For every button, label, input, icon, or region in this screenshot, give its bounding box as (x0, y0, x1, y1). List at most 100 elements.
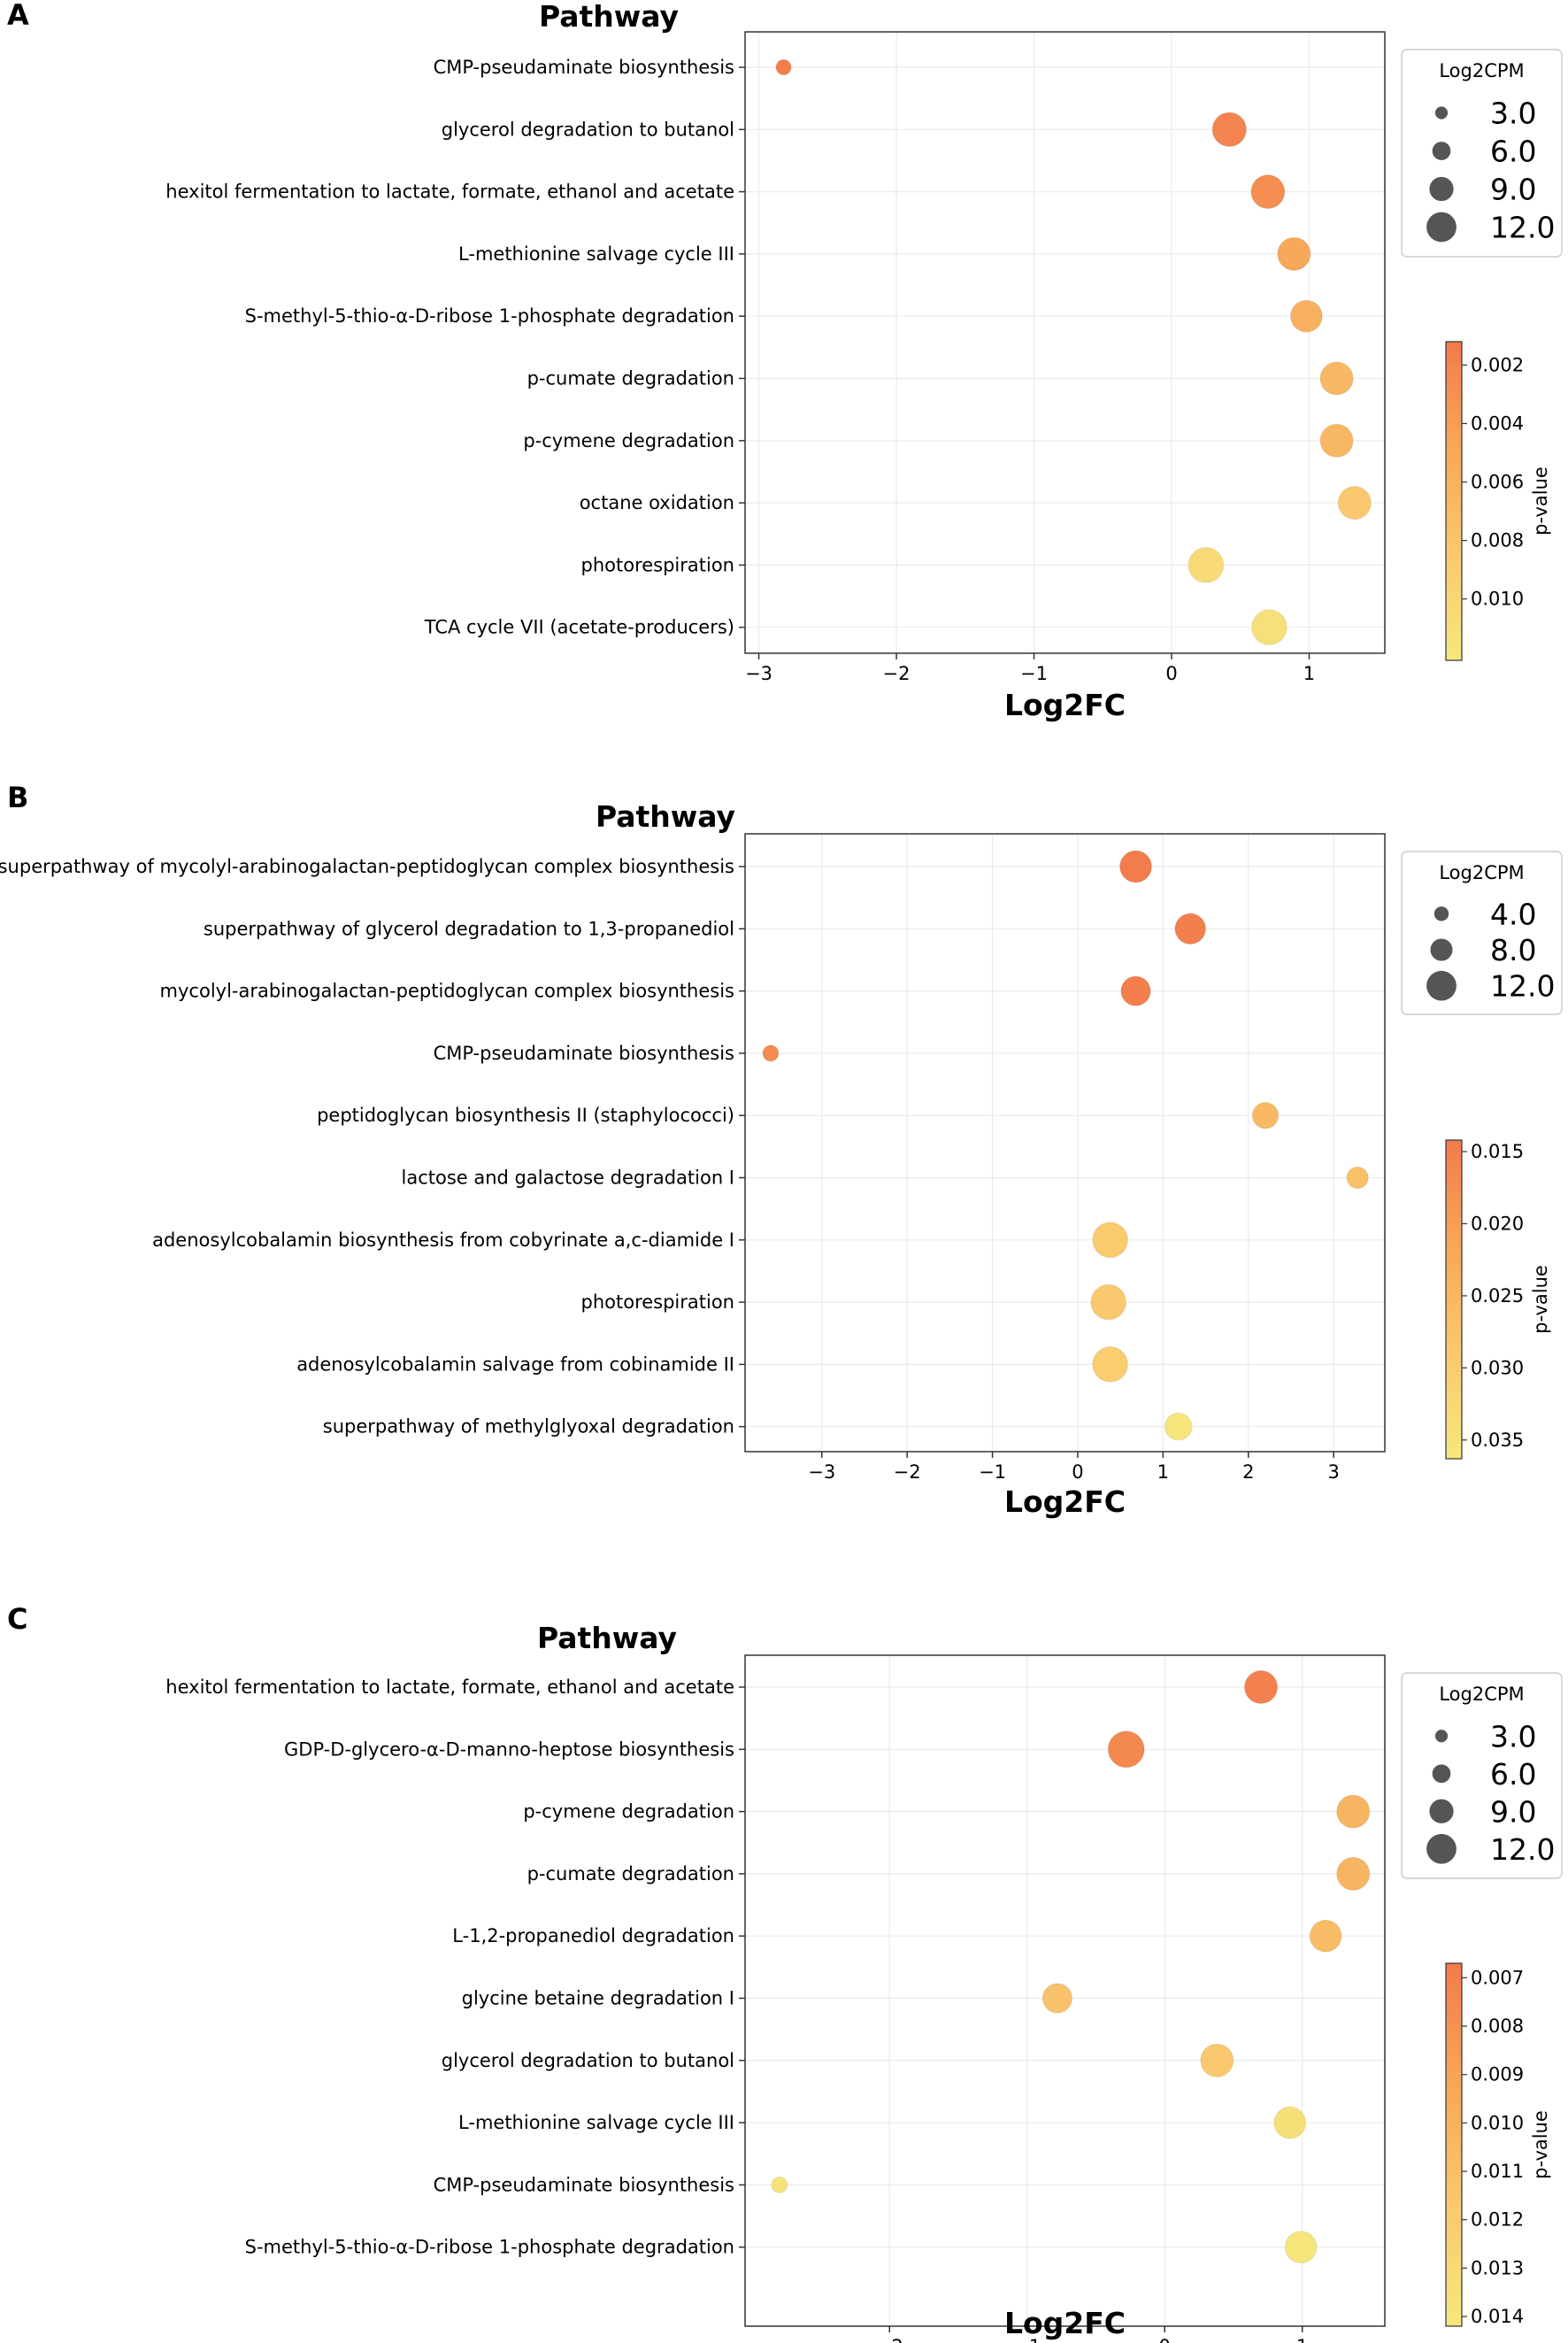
data-point (1251, 609, 1287, 646)
colorbar-label: p-value (1530, 466, 1551, 536)
x-tick-label: 0 (1165, 663, 1177, 684)
y-tick-label: superpathway of methylglyoxal degradatio… (323, 1416, 734, 1437)
data-point (771, 2176, 788, 2193)
y-tick-label: glycerol degradation to butanol (442, 2050, 734, 2071)
y-tick-label: hexitol fermentation to lactate, formate… (165, 181, 734, 203)
colorbar-tick-label: 0.030 (1471, 1357, 1524, 1378)
data-point (1200, 2043, 1234, 2077)
chart-title: Pathway (539, 0, 679, 34)
size-legend-label: 12.0 (1490, 1832, 1555, 1867)
y-tick-label: p-cymene degradation (523, 430, 734, 451)
colorbar-tick-label: 0.007 (1471, 1967, 1524, 1988)
data-point (1174, 913, 1207, 945)
x-tick-label: 3 (1327, 1461, 1339, 1483)
data-point (1346, 1166, 1369, 1190)
y-tick-label: p-cumate degradation (527, 1863, 734, 1884)
colorbar-tick-label: 0.010 (1471, 589, 1524, 610)
colorbar (1445, 1962, 1463, 2327)
chart-title: Pathway (537, 1621, 677, 1655)
panel-letter: A (7, 0, 29, 32)
colorbar-tick-label: 0.011 (1471, 2161, 1524, 2182)
size-legend-marker (1434, 1730, 1449, 1743)
size-legend-box (1401, 1672, 1563, 1879)
x-tick-label: 1 (1296, 2336, 1308, 2343)
data-point (1289, 299, 1323, 333)
colorbar-tick-label: 0.025 (1471, 1285, 1524, 1306)
data-point (1092, 1346, 1128, 1383)
y-tick-label: S-methyl-5-thio-α-D-ribose 1-phosphate d… (245, 305, 734, 327)
y-tick-label: peptidoglycan biosynthesis II (staphyloc… (317, 1105, 734, 1126)
colorbar-tick-label: 0.010 (1471, 2112, 1524, 2133)
panel-letter: C (7, 1602, 27, 1636)
panel-letter: B (7, 781, 28, 814)
y-tick-label: superpathway of glycerol degradation to … (204, 918, 734, 939)
x-tick-label: −1 (1013, 2336, 1041, 2343)
data-point (775, 58, 792, 76)
size-legend-label: 8.0 (1490, 933, 1536, 967)
size-legend-box (1401, 49, 1563, 258)
colorbar-label: p-value (1530, 1265, 1551, 1334)
x-axis-label: Log2FC (1004, 2306, 1126, 2340)
panel-a: A Pathway −3 −2 −1 0 1 Log2FC CMP-pseudaminate b… (7, 0, 1563, 722)
size-legend-label: 3.0 (1490, 96, 1536, 131)
y-tick-label: lactose and galactose degradation I (402, 1168, 735, 1189)
x-tick-label: −2 (883, 663, 911, 684)
data-point (1337, 486, 1372, 520)
plot-frame (744, 833, 1386, 1453)
plot-frame (744, 31, 1386, 654)
x-axis-label: Log2FC (1004, 688, 1126, 722)
panel-c: C Pathway −2 −1 0 1 Log2FC hexitol fermentation… (7, 1602, 1563, 2343)
y-tick-label: TCA cycle VII (acetate-producers) (424, 617, 734, 638)
colorbar (1445, 1139, 1463, 1460)
panel-b: B Pathway −3 −2 −1 0 1 2 3 Log2FC superpathway of … (0, 781, 1563, 1519)
colorbar-tick-label: 0.020 (1471, 1213, 1524, 1234)
y-tick-label: glycerol degradation to butanol (442, 119, 734, 140)
size-legend-title: Log2CPM (1439, 1684, 1524, 1705)
x-tick-label: 0 (1159, 2336, 1171, 2343)
size-legend-label: 9.0 (1490, 173, 1536, 207)
y-tick-label: adenosylcobalamin salvage from cobinamid… (296, 1353, 734, 1375)
size-legend-marker (1433, 906, 1449, 921)
y-tick-label: photorespiration (581, 1291, 735, 1313)
size-legend-label: 3.0 (1490, 1719, 1536, 1753)
colorbar-tick-label: 0.035 (1471, 1430, 1524, 1451)
data-point (1273, 2106, 1307, 2139)
x-tick-label: −1 (979, 1461, 1006, 1483)
colorbar-tick-label: 0.015 (1471, 1141, 1524, 1162)
colorbar-tick-label: 0.008 (1471, 530, 1524, 551)
size-legend-marker (1429, 176, 1454, 202)
data-point (1107, 1730, 1145, 1769)
data-point (1090, 1283, 1127, 1321)
size-legend-marker (1430, 938, 1453, 961)
y-tick-label: CMP-pseudaminate biosynthesis (434, 57, 734, 78)
data-point (762, 1044, 780, 1062)
data-point (1119, 850, 1152, 883)
y-tick-label: p-cymene degradation (523, 1801, 734, 1823)
colorbar-tick-label: 0.009 (1471, 2064, 1524, 2085)
size-legend-label: 4.0 (1490, 897, 1536, 931)
x-axis-label: Log2FC (1004, 1484, 1126, 1519)
y-tick-label: S-methyl-5-thio-α-D-ribose 1-phosphate d… (245, 2237, 734, 2258)
colorbar-label: p-value (1530, 2110, 1551, 2179)
size-legend-marker (1432, 1764, 1451, 1784)
colorbar-tick-label: 0.006 (1471, 472, 1524, 493)
data-point (1120, 975, 1151, 1006)
data-point (1251, 1101, 1280, 1129)
y-tick-label: L-methionine salvage cycle III (458, 243, 734, 265)
x-tick-label: 1 (1157, 1461, 1169, 1483)
y-tick-label: p-cumate degradation (527, 368, 734, 389)
colorbar-tick-label: 0.008 (1471, 2015, 1524, 2037)
data-point (1164, 1412, 1193, 1441)
y-tick-label: CMP-pseudaminate biosynthesis (434, 2174, 734, 2195)
colorbar-tick-label: 0.012 (1471, 2209, 1524, 2231)
x-tick-label: 1 (1303, 663, 1315, 684)
data-point (1211, 112, 1248, 148)
x-tick-label: 0 (1072, 1461, 1083, 1483)
size-legend-marker (1426, 970, 1457, 1001)
size-legend-marker (1432, 142, 1451, 160)
colorbar-tick-label: 0.014 (1471, 2306, 1524, 2327)
colorbar (1445, 341, 1463, 661)
size-legend-label: 9.0 (1490, 1794, 1536, 1829)
data-point (1188, 547, 1225, 583)
